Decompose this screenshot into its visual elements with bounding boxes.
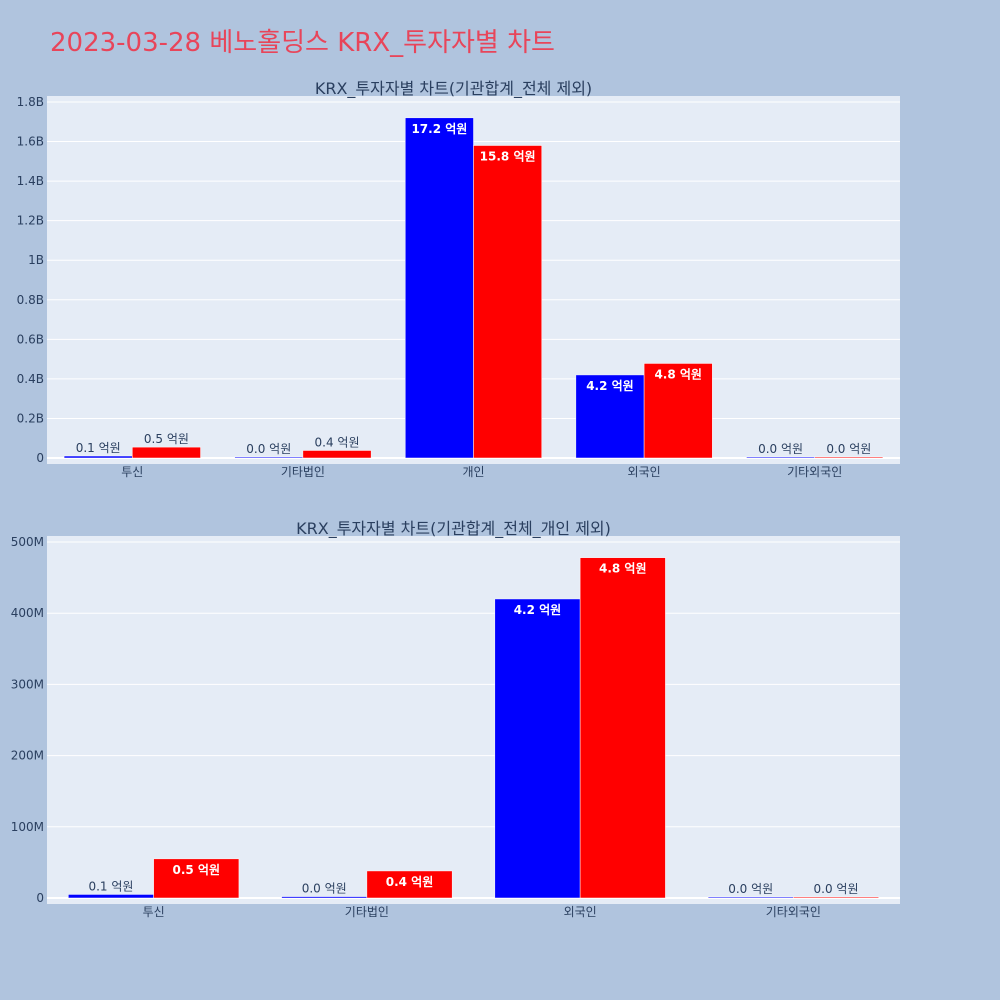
y-tick-label: 1.8B (17, 95, 44, 109)
data-label: 4.8 억원 (654, 367, 702, 381)
bar (132, 446, 201, 459)
y-tick-label: 200M (11, 749, 44, 763)
data-label: 0.1 억원 (76, 441, 121, 455)
page-title: 2023-03-28 베노홀딩스 KRX_투자자별 차트 (50, 28, 555, 58)
data-label: 0.5 억원 (173, 863, 221, 877)
bar (234, 456, 304, 459)
data-label: 0.4 억원 (315, 435, 360, 449)
x-tick-label: 외국인 (628, 465, 661, 479)
y-tick-label: 0.6B (17, 332, 44, 346)
y-tick-label: 1B (28, 253, 44, 267)
data-label: 0.0 억원 (814, 882, 859, 896)
y-tick-label: 0 (36, 451, 44, 465)
data-label: 0.5 억원 (144, 432, 189, 446)
y-tick-label: 400M (11, 606, 44, 620)
bar (68, 894, 154, 899)
bar (405, 117, 474, 459)
data-label: 4.2 억원 (514, 603, 562, 617)
x-tick-label: 기타법인 (345, 905, 389, 919)
x-tick-label: 투신 (143, 905, 165, 919)
bar (494, 598, 581, 899)
data-label: 15.8 억원 (480, 150, 536, 164)
data-label: 0.0 억원 (302, 882, 347, 896)
data-label: 0.1 억원 (88, 879, 133, 893)
bar (473, 145, 542, 459)
y-tick-label: 0 (36, 891, 44, 905)
y-tick-label: 500M (11, 535, 44, 549)
data-label: 17.2 억원 (411, 122, 467, 136)
data-label: 0.0 억원 (758, 442, 803, 456)
x-tick-label: 개인 (462, 465, 484, 479)
bar (366, 870, 453, 899)
data-label: 0.0 억원 (826, 442, 871, 456)
bar (643, 363, 713, 459)
data-label: 4.2 억원 (586, 379, 634, 393)
data-label: 0.0 억원 (246, 442, 291, 456)
plot-area (47, 536, 900, 904)
y-tick-label: 100M (11, 820, 44, 834)
bar (302, 450, 372, 459)
bar (575, 374, 645, 459)
chart-top: KRX_투자자별 차트(기관합계_전체 제외) 0 0.2B 0.4B 0.6B 0.8B… (17, 79, 900, 479)
data-label: 0.4 억원 (386, 875, 434, 889)
y-tick-label: 0.8B (17, 293, 44, 307)
bar (707, 896, 794, 899)
chart-bottom: KRX_투자자별 차트(기관합계_전체_개인 제외) 0 100M 200M 300M 4… (11, 519, 900, 919)
x-tick-label: 기타외국인 (766, 905, 821, 919)
bar (63, 455, 133, 459)
y-tick-label: 0.4B (17, 372, 44, 386)
bar (746, 456, 815, 459)
x-tick-label: 투신 (121, 465, 143, 479)
y-tick-label: 1.2B (17, 214, 44, 228)
bar (281, 896, 368, 899)
chart-title: KRX_투자자별 차트(기관합계_전체_개인 제외) (296, 519, 611, 539)
data-label: 4.8 억원 (599, 562, 647, 576)
y-tick-label: 300M (11, 677, 44, 691)
y-tick-label: 1.4B (17, 174, 44, 188)
bar (814, 456, 884, 459)
x-tick-label: 기타법인 (281, 465, 325, 479)
y-tick-label: 0.2B (17, 411, 44, 425)
x-tick-label: 외국인 (564, 905, 597, 919)
bar (153, 858, 240, 899)
bar (579, 557, 666, 899)
x-tick-label: 기타외국인 (787, 465, 842, 479)
y-tick-label: 1.6B (17, 135, 44, 149)
data-label: 0.0 억원 (728, 882, 773, 896)
chart-title: KRX_투자자별 차트(기관합계_전체 제외) (315, 79, 592, 99)
bar (793, 896, 879, 899)
